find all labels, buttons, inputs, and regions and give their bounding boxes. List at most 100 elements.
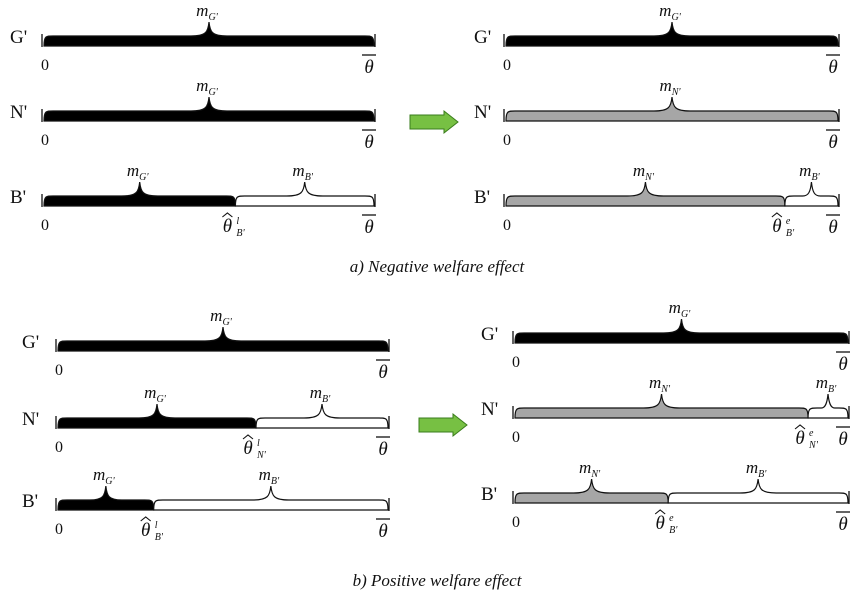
- segment-label-0: mG': [196, 1, 219, 23]
- svg-text:B': B': [669, 525, 678, 536]
- svg-text:θ: θ: [141, 520, 150, 541]
- segment-label-0: mN': [579, 458, 601, 480]
- svg-text:θ: θ: [378, 521, 387, 542]
- svg-text:N': N': [256, 450, 267, 461]
- segment-label-0: mG': [659, 1, 682, 23]
- segment-label-1: mB': [310, 383, 331, 405]
- segment-label-0: mN': [633, 161, 655, 183]
- threshold-label: θ lB': [222, 212, 246, 239]
- svg-text:θ: θ: [828, 217, 837, 238]
- svg-text:θ: θ: [378, 362, 387, 383]
- axis-zero-label: 0: [503, 57, 511, 74]
- theta-bar-label: θ: [362, 129, 376, 153]
- axis-zero-label: 0: [55, 439, 63, 456]
- segment-black-0: [57, 485, 155, 511]
- theta-bar-label: θ: [376, 436, 390, 460]
- transition-arrow-b: [418, 412, 468, 438]
- segment-label-1: mB': [292, 161, 313, 183]
- theta-bar-label: θ: [836, 511, 850, 535]
- segment-white-1: [234, 181, 375, 207]
- segment-black-0: [57, 326, 389, 352]
- svg-text:θ: θ: [364, 217, 373, 238]
- axis-zero-label: 0: [512, 429, 520, 446]
- arrows-layer: [409, 109, 468, 438]
- row-b-right-0: G' mG' 0 θ: [481, 298, 850, 375]
- row-label: B': [474, 187, 490, 208]
- row-label: G': [22, 332, 39, 353]
- svg-text:θ: θ: [828, 57, 837, 78]
- segment-black-0: [43, 181, 237, 207]
- svg-text:θ: θ: [772, 216, 781, 237]
- threshold-label: θ lB': [140, 516, 164, 543]
- svg-text:e: e: [809, 428, 814, 439]
- segment-white-1: [153, 485, 389, 511]
- segment-label-0: mG': [210, 306, 233, 328]
- caption-b: b) Positive welfare effect: [353, 571, 523, 590]
- theta-bar-label: θ: [826, 54, 840, 78]
- segment-gray-0: [505, 181, 786, 207]
- segment-label-0: mG': [93, 465, 116, 487]
- row-b-left-0: G' mG' 0 θ: [22, 306, 390, 383]
- axis-zero-label: 0: [41, 217, 49, 234]
- panel-b-right: G'mG'0 θN'mN' mB'0 θθ eN'B'mN' mB'0 θθ eB': [481, 298, 850, 536]
- theta-bar-label: θ: [376, 518, 390, 542]
- segment-gray-0: [514, 393, 809, 419]
- svg-text:l: l: [257, 438, 260, 449]
- row-label: N': [474, 102, 491, 123]
- axis-zero-label: 0: [512, 514, 520, 531]
- svg-text:B': B': [155, 532, 164, 543]
- segment-gray-0: [505, 96, 839, 122]
- threshold-label: θ eN': [794, 424, 819, 451]
- segment-black-0: [43, 96, 375, 122]
- theta-bar-label: θ: [836, 351, 850, 375]
- panels-layer: G'mG'0 θN'mG'0 θB'mG' mB'0 θθ lB'G'mG'0 θN'mN'…: [10, 1, 850, 543]
- row-b-right-1: N'mN' mB'0 θθ eN': [481, 373, 850, 451]
- svg-text:θ: θ: [795, 428, 804, 449]
- svg-text:e: e: [669, 513, 674, 524]
- row-a-right-2: B'mN' mB'0 θθ eB': [474, 161, 840, 239]
- row-label: B': [481, 484, 497, 505]
- row-b-right-2: B'mN' mB'0 θθ eB': [481, 458, 850, 536]
- theta-bar-label: θ: [836, 426, 850, 450]
- segment-white-1: [784, 181, 839, 207]
- transition-arrow-a: [409, 109, 459, 135]
- threshold-label: θ eB': [654, 509, 678, 536]
- segment-label-0: mN': [649, 373, 671, 395]
- row-a-right-0: G' mG' 0 θ: [474, 1, 840, 78]
- theta-bar-label: θ: [826, 129, 840, 153]
- segment-black-0: [43, 21, 375, 47]
- axis-zero-label: 0: [41, 57, 49, 74]
- axis-zero-label: 0: [503, 132, 511, 149]
- row-a-left-1: N' mG' 0 θ: [10, 76, 376, 153]
- svg-text:e: e: [786, 216, 791, 227]
- svg-text:θ: θ: [838, 514, 847, 535]
- segment-white-1: [667, 478, 849, 504]
- svg-text:θ: θ: [656, 513, 665, 534]
- segment-label-1: mB': [816, 373, 837, 395]
- row-label: N': [22, 409, 39, 430]
- segment-gray-0: [514, 478, 669, 504]
- segment-white-1: [807, 393, 849, 419]
- svg-text:l: l: [155, 520, 158, 531]
- theta-bar-label: θ: [826, 214, 840, 238]
- segment-label-0: mG': [196, 76, 219, 98]
- row-a-right-1: N' mN' 0 θ: [474, 76, 840, 153]
- panel-b-left: G'mG'0 θN'mG' mB'0 θθ lN'B'mG' mB'0 θθ lB': [22, 306, 390, 543]
- segment-label-0: mN': [659, 76, 681, 98]
- panel-a-right: G'mG'0 θN'mN'0 θB'mN' mB'0 θθ eB': [474, 1, 840, 239]
- theta-bar-label: θ: [376, 359, 390, 383]
- segment-label-0: mG': [127, 161, 150, 183]
- segment-label-0: mG': [669, 298, 692, 320]
- theta-bar-label: θ: [362, 214, 376, 238]
- segment-label-0: mG': [144, 383, 167, 405]
- axis-zero-label: 0: [55, 521, 63, 538]
- row-b-left-2: B'mG' mB'0 θθ lB': [22, 465, 390, 543]
- svg-text:N': N': [808, 440, 819, 451]
- threshold-label: θ eB': [771, 212, 795, 239]
- svg-text:θ: θ: [828, 132, 837, 153]
- svg-text:l: l: [236, 216, 239, 227]
- svg-text:θ: θ: [243, 438, 252, 459]
- segment-label-1: mB': [746, 458, 767, 480]
